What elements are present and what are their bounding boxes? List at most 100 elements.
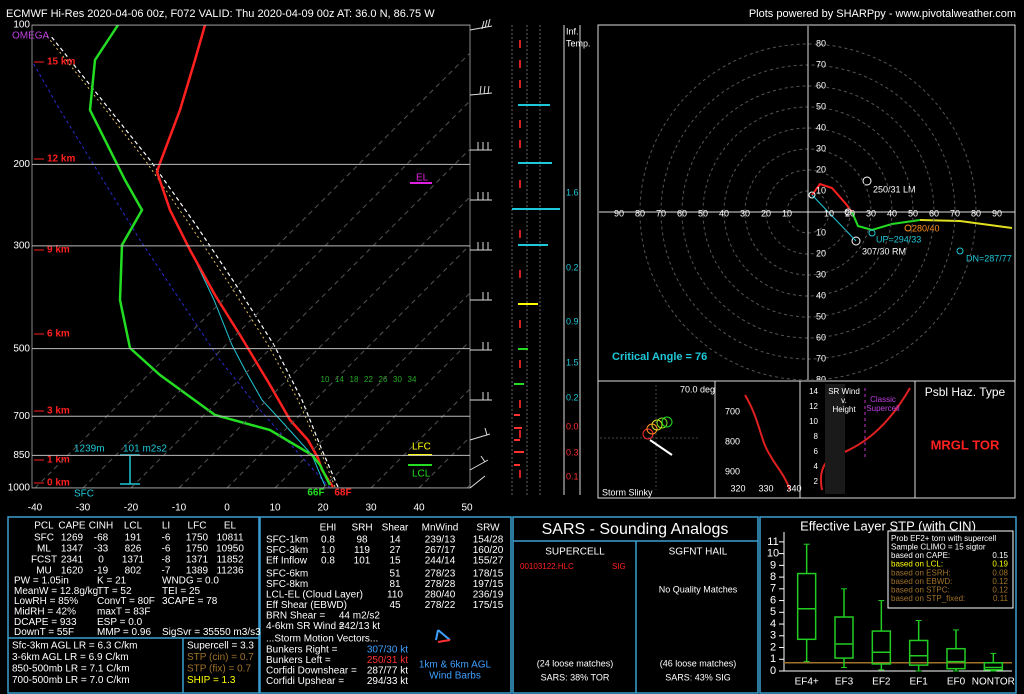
y-tick-label: 11 bbox=[767, 536, 778, 548]
isotherm bbox=[226, 244, 470, 488]
kin-cell: 14 bbox=[389, 535, 401, 546]
hodo-y-tick: 10 bbox=[816, 227, 826, 237]
inferred-temp-column bbox=[511, 25, 581, 495]
pressure-tick-label: 100 bbox=[13, 20, 30, 31]
slinky-bubble bbox=[661, 416, 673, 428]
sr-height-tick: 2 bbox=[814, 477, 819, 486]
wind-barb bbox=[470, 292, 492, 301]
inf-temp-label: 0.2 bbox=[566, 392, 579, 402]
hodo-x-tick: 60 bbox=[929, 208, 939, 218]
hodo-x-tick: 50 bbox=[698, 208, 708, 218]
shear-cell: 110 bbox=[387, 590, 403, 601]
barb-6km bbox=[437, 639, 451, 643]
thermo-cell: 10950 bbox=[216, 544, 244, 555]
thermo-frame bbox=[7, 516, 260, 694]
thermo-cell: 11852 bbox=[216, 555, 244, 566]
y-tick-label: 7 bbox=[770, 583, 776, 595]
inf-temp-title: Temp. bbox=[566, 38, 591, 48]
kin-label: 4-6km SR Wind = bbox=[266, 621, 345, 632]
x-tick-label: EF1 bbox=[909, 677, 928, 688]
index-value: ESP = 0.0 bbox=[97, 617, 143, 628]
thermo-cell: 1750 bbox=[186, 544, 209, 555]
sr-wind-band bbox=[825, 384, 845, 494]
thermo-header: PCL bbox=[34, 521, 54, 532]
hazard-title: Psbl Haz. Type bbox=[925, 385, 1006, 399]
shear-cell: Eff Shear (EBWD) bbox=[266, 600, 347, 611]
prob-value: 0.15 bbox=[992, 551, 1008, 560]
inf-temp-title: Inf. bbox=[566, 26, 579, 36]
pressure-tick-label: 500 bbox=[13, 343, 30, 354]
thermo-cell: -33 bbox=[94, 544, 109, 555]
prob-label: based on CAPE: bbox=[891, 551, 950, 560]
inf-temp-label: 0.0 bbox=[566, 421, 579, 431]
srh-height: 1239m bbox=[74, 444, 105, 455]
kin-cell: Eff Inflow bbox=[266, 556, 308, 567]
sr-wind-title: SR Wind bbox=[828, 387, 860, 396]
shear-cell: 175/15 bbox=[473, 600, 504, 611]
index-value: LowRH = 85% bbox=[14, 596, 78, 607]
thermo-cell: 191 bbox=[125, 533, 142, 544]
theta-e-pressure: 900 bbox=[725, 466, 740, 476]
height-label: 9 km bbox=[47, 245, 70, 256]
temp-tick-label: -20 bbox=[124, 503, 139, 514]
hodograph-grid: 10 10 20 20 30 30 40 40 50 50 60 60 70 70 80 80 10 10 20 20… bbox=[599, 26, 1015, 384]
thermo-cell: ML bbox=[37, 544, 51, 555]
hodo-x-tick: 70 bbox=[950, 208, 960, 218]
hodo-y-tick: 20 bbox=[816, 248, 826, 258]
header-left: ECMWF Hi-Res 2020-04-06 00z, F072 VALID:… bbox=[6, 8, 435, 20]
thermo-cell: SFC bbox=[34, 533, 54, 544]
lfc-label: LFC bbox=[412, 442, 431, 453]
pressure-tick-label: 200 bbox=[13, 159, 30, 170]
theta-e-label: 340 bbox=[786, 483, 801, 493]
bottom-frames bbox=[7, 516, 1017, 694]
temp-tick-label: 0 bbox=[224, 503, 230, 514]
shear-cell: 178/15 bbox=[473, 569, 504, 580]
index-value: TT = 52 bbox=[97, 586, 132, 597]
hodo-y-tick: 80 bbox=[816, 374, 826, 384]
temp-tick-label: 20 bbox=[317, 503, 329, 514]
kin-header: EHI bbox=[320, 523, 337, 534]
right-mover-marker bbox=[851, 236, 861, 246]
stp-chart: Effective Layer STP (with CIN) 0123456789… bbox=[767, 518, 1015, 687]
wetbulb-trace bbox=[195, 261, 326, 487]
sfc-label: SFC bbox=[74, 489, 94, 500]
shear-cell: 81 bbox=[389, 579, 401, 590]
sfc-dewpoint: 66F bbox=[307, 488, 324, 499]
index-value: DCAPE = 933 bbox=[14, 617, 77, 628]
hodo-y-tick: 60 bbox=[816, 332, 826, 342]
hodo-x-tick: 90 bbox=[992, 208, 1002, 218]
hodo-x-tick: 50 bbox=[908, 208, 918, 218]
hodo-y-tick: 50 bbox=[816, 311, 826, 321]
thermo-cell: FCST bbox=[31, 555, 57, 566]
slinky-title: Storm Slinky bbox=[602, 487, 653, 497]
index-value: SigSvr = 35550 m3/s3 bbox=[162, 627, 261, 638]
box bbox=[796, 572, 817, 641]
index-value: K = 21 bbox=[97, 576, 127, 587]
pressure-tick-label: 1000 bbox=[8, 483, 31, 494]
temp-tick-label: -40 bbox=[28, 503, 43, 514]
hodo-y-tick: 80 bbox=[816, 38, 826, 48]
upshear-marker bbox=[868, 229, 876, 237]
prob-line: Prob EF2+ torn with supercell bbox=[891, 534, 996, 543]
kin-cell: 101 bbox=[354, 556, 371, 567]
x-tick-label: EF3 bbox=[835, 677, 854, 688]
kin-cell: 119 bbox=[354, 545, 370, 556]
hodo-y-tick: 50 bbox=[816, 101, 826, 111]
y-tick-label: 8 bbox=[770, 571, 776, 583]
temp-tick-label: 30 bbox=[365, 503, 377, 514]
storm-value: 287/77 kt bbox=[367, 666, 408, 677]
mixing-ratio-label: 30 bbox=[393, 375, 402, 384]
hodo-y-tick: 40 bbox=[816, 290, 826, 300]
thermo-cell: -7 bbox=[162, 566, 171, 577]
hodo-y-tick: 40 bbox=[816, 122, 826, 132]
kin-cell: 0.8 bbox=[321, 535, 335, 546]
hodo-x-tick: 70 bbox=[656, 208, 666, 218]
wind-barb bbox=[470, 342, 492, 351]
thermo-cell: 802 bbox=[125, 566, 142, 577]
index-value: DownT = 55F bbox=[14, 627, 74, 638]
composite-index: SHIP = 1.3 bbox=[187, 675, 236, 686]
right-mover: 307/30 RM bbox=[862, 246, 906, 256]
thermo-cell: 1269 bbox=[61, 533, 84, 544]
index-value: maxT = 83F bbox=[97, 607, 150, 618]
